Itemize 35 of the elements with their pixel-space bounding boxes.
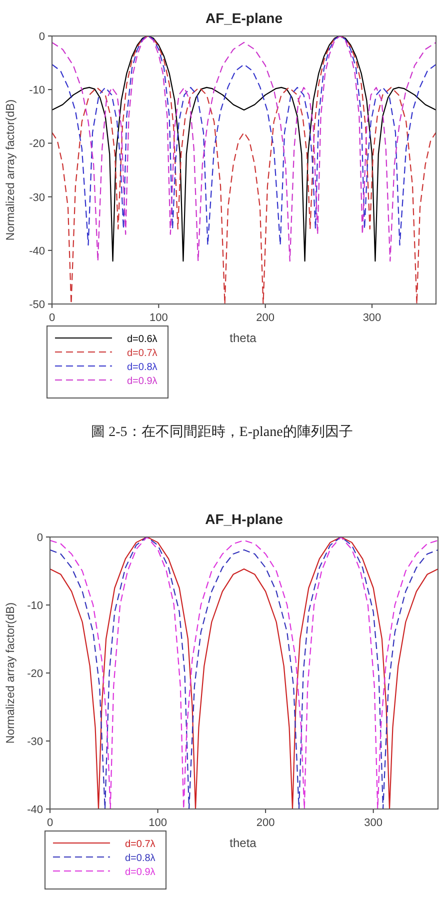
y-tick-label: -20 xyxy=(29,138,45,150)
text: d=0.9λ xyxy=(125,867,156,878)
y-tick-label: -30 xyxy=(27,736,43,748)
text: d=0.6λ xyxy=(127,334,158,345)
line-series xyxy=(50,536,438,810)
x-tick-label: 100 xyxy=(148,817,167,829)
y-axis-title: Normalized array factor(dB) xyxy=(5,602,17,744)
text: d=0.7λ xyxy=(125,839,156,850)
text: d=0.8λ xyxy=(127,362,158,373)
y-tick-label: -10 xyxy=(29,84,45,97)
x-tick-label: 300 xyxy=(364,817,383,829)
y-tick-label: -30 xyxy=(29,192,45,204)
text: d=0.7λ xyxy=(127,348,158,359)
x-tick-label: 200 xyxy=(256,312,275,324)
caption: 圖 2-5：在不同間距時，E-plane的陣列因子 xyxy=(91,424,353,440)
y-tick-label: -50 xyxy=(29,299,45,311)
chart-title: AF_H-plane xyxy=(205,511,284,527)
x-tick-label: 200 xyxy=(256,817,275,829)
x-tick-label: 0 xyxy=(48,312,56,324)
text: d=0.8λ xyxy=(125,853,156,864)
x-axis-title: theta xyxy=(230,331,257,345)
y-axis-title: Normalized array factor(dB) xyxy=(5,99,17,241)
line-series xyxy=(52,35,436,305)
x-axis-title: theta xyxy=(230,836,257,850)
text: d=0.9λ xyxy=(127,376,158,387)
x-tick-label: 300 xyxy=(362,312,382,324)
y-tick-label: -10 xyxy=(27,600,43,612)
y-tick-label: 0 xyxy=(36,532,43,544)
y-tick-label: -40 xyxy=(27,804,43,816)
y-tick-label: -20 xyxy=(27,668,43,680)
x-tick-label: 0 xyxy=(46,817,54,829)
chart-title: AF_E-plane xyxy=(205,10,283,26)
x-tick-label: 100 xyxy=(149,312,168,324)
y-tick-label: -40 xyxy=(29,245,45,258)
y-tick-label: 0 xyxy=(38,31,45,43)
